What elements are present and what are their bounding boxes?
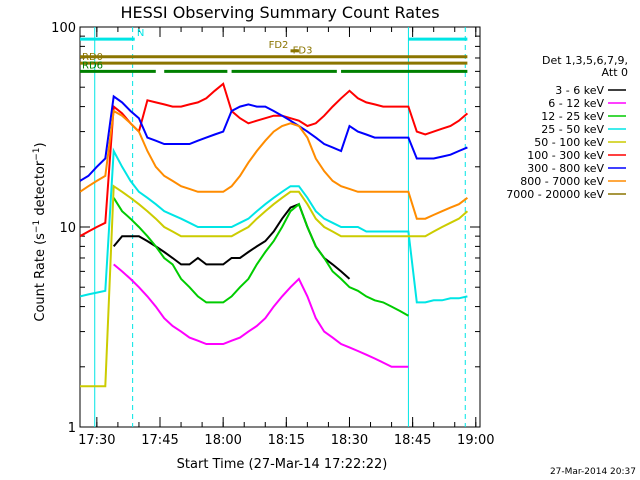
x-tick-label: 19:00: [457, 433, 494, 448]
legend-label: 800 - 7000 keV: [520, 175, 604, 188]
legend-label: 25 - 50 keV: [541, 123, 604, 136]
flag-label: RD0: [82, 52, 103, 63]
legend-label: 300 - 800 keV: [527, 162, 604, 175]
y-axis-label-main: Count Rate (s: [33, 233, 48, 322]
series-line: [80, 109, 469, 220]
chart-title: HESSI Observing Summary Count Rates: [120, 3, 439, 22]
plot-axes: 1 10 100 17:30 17:45 18:00 18:15 18:30 18:45 19:0…: [51, 21, 494, 448]
series-layer: [80, 27, 469, 427]
legend-header-line1: Det 1,3,5,6,7,9,: [542, 54, 628, 67]
legend-label: 100 - 300 keV: [527, 149, 604, 162]
series-line: [80, 184, 469, 388]
y-tick-label: 10: [59, 221, 76, 236]
x-tick-label: 17:45: [141, 433, 178, 448]
y-axis-label-sup2: −1: [32, 147, 42, 160]
flag-label: RD6: [82, 60, 103, 71]
y-tick-label: 100: [51, 21, 76, 36]
y-axis-label-sup1: −1: [32, 220, 42, 233]
legend-label: 50 - 100 keV: [534, 136, 604, 149]
y-tick-label: 1: [68, 421, 76, 436]
y-axis-label-end: ): [33, 142, 48, 147]
legend-label: 6 - 12 keV: [548, 97, 604, 110]
legend-label: 7000 - 20000 keV: [506, 188, 604, 201]
x-tick-label: 18:30: [331, 433, 368, 448]
x-tick-label: 18:45: [394, 433, 431, 448]
series-line: [80, 147, 468, 304]
legend-header-line2: Att 0: [602, 66, 628, 79]
x-axis-label: Start Time (27-Mar-14 17:22:22): [177, 457, 388, 472]
flag-label: FD3: [293, 46, 313, 57]
flag-label: FD2: [269, 40, 289, 51]
svg-text:Count Rate (s−1 detector−1): Count Rate (s−1 detector−1): [32, 142, 48, 321]
flag-label: N: [137, 28, 144, 39]
timestamp: 27-Mar-2014 20:37: [550, 467, 636, 477]
series-line: [113, 263, 409, 368]
x-tick-label: 18:15: [268, 433, 305, 448]
y-axis-label: Count Rate (s−1 detector−1): [32, 142, 48, 321]
legend-label: 12 - 25 keV: [541, 110, 604, 123]
series-line: [80, 94, 468, 182]
y-axis-label-mid: detector: [33, 160, 48, 220]
legend-label: 3 - 6 keV: [555, 84, 604, 97]
series-line: [80, 82, 469, 238]
x-tick-label: 18:00: [204, 433, 241, 448]
series-line: [112, 197, 409, 317]
series-group: [80, 82, 469, 388]
x-tick-label: 17:30: [78, 433, 115, 448]
